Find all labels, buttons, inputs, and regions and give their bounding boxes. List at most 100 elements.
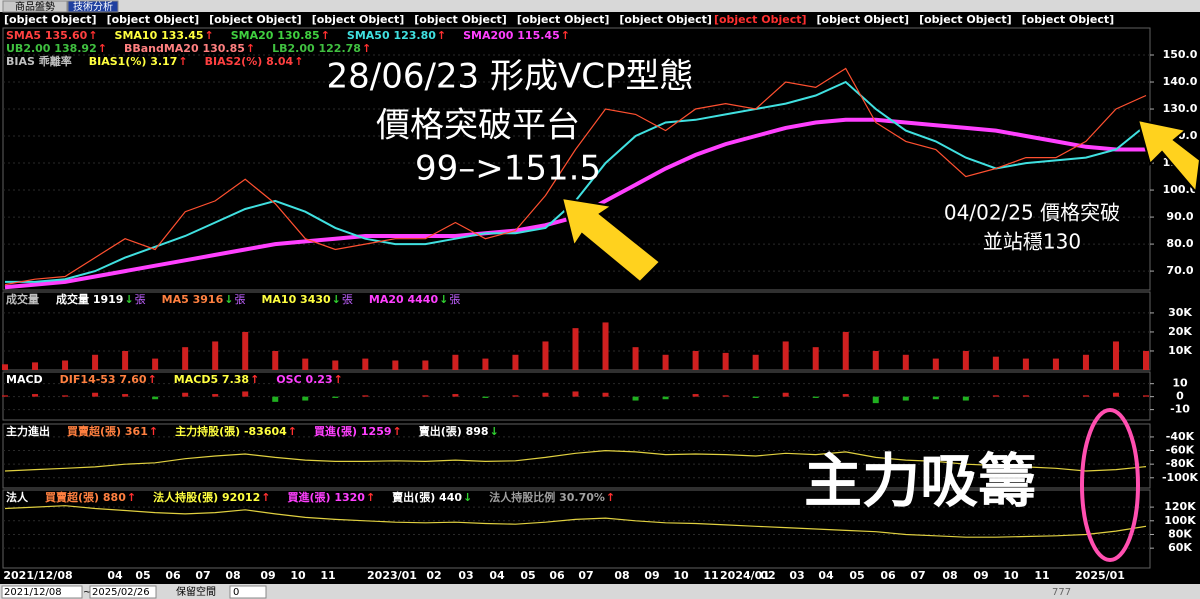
legend-arrow: ↑ [321, 29, 330, 42]
y-tick-label: 90.0 [1166, 210, 1193, 223]
x-tick-label: 11 [703, 569, 718, 582]
arrow [560, 196, 662, 284]
y-tick-label: -60K [1166, 444, 1195, 457]
bar [992, 395, 999, 397]
bar [842, 394, 849, 397]
legend-text: LB2.00 122.78 [272, 42, 361, 55]
y-tick-label: 130.0 [1163, 102, 1198, 115]
legend-arrow: ↑ [261, 491, 270, 504]
bar [92, 392, 99, 397]
bar [1143, 350, 1149, 370]
x-tick-label: 04 [489, 569, 505, 582]
tab[interactable] [2, 0, 68, 13]
legend-text: BIAS1(%) 3.17 [89, 55, 178, 68]
legend-arrow: ↓ [224, 293, 233, 306]
y-tick-label: 0 [1176, 390, 1184, 403]
legend-arrow: ↓ [490, 425, 499, 438]
x-tick-label: 10 [673, 569, 689, 582]
bar [872, 350, 879, 370]
bar [362, 395, 369, 397]
bar [962, 350, 969, 370]
y-tick-label: 100.0 [1163, 183, 1198, 196]
x-tick-label: 05 [849, 569, 864, 582]
bar [32, 394, 39, 397]
legend-text: MA10 3430 [261, 293, 331, 306]
y-tick-label: 20K [1168, 325, 1192, 338]
legend-text: SMA5 135.60 [6, 29, 88, 42]
legend-text: 主力持股(張) -83604 [175, 424, 287, 438]
bar [152, 396, 159, 400]
bar [482, 396, 489, 398]
header-text: [object Object] [107, 13, 200, 26]
legend-arrow: ↑ [250, 373, 259, 386]
legend-unit: 張 [449, 293, 460, 306]
y-tick-label: -10 [1170, 403, 1190, 416]
legend-text: MACD5 7.38 [174, 373, 249, 386]
legend-arrow: ↑ [294, 55, 303, 68]
footer-text: ~ [83, 587, 91, 598]
legend-text: 主力進出 [6, 424, 50, 438]
x-tick-label: 2024/01 [720, 569, 770, 582]
bar [512, 395, 519, 397]
series-line [4, 449, 1147, 472]
legend-arrow: ↑ [561, 29, 570, 42]
legend-text: 成交量 1919 [56, 292, 123, 306]
x-tick-label: 02 [760, 569, 775, 582]
bar [1022, 358, 1029, 370]
bar [782, 392, 789, 397]
y-tick-label: 70.0 [1166, 264, 1193, 277]
bar [542, 392, 549, 397]
legend-arrow: ↑ [149, 425, 158, 438]
bar [152, 358, 159, 370]
y-tick-label: 60K [1168, 541, 1192, 554]
header-text: [object Object] [1022, 13, 1115, 26]
tab-label[interactable]: 商品盤勢 [15, 0, 55, 13]
x-tick-label: 08 [942, 569, 957, 582]
bar [242, 331, 249, 370]
x-tick-label: 04 [107, 569, 123, 582]
bar [932, 396, 939, 400]
legend-text: MA20 4440 [369, 293, 439, 306]
bar [242, 391, 249, 397]
annotation: 並站穩130 [983, 230, 1081, 254]
bar [512, 354, 519, 370]
tab-active[interactable] [67, 0, 119, 13]
legend-text: 法人持股(張) 92012 [153, 490, 260, 504]
bar [1052, 358, 1059, 370]
tab-bar [0, 0, 1200, 12]
legend-text: 法人 [6, 490, 29, 504]
series-line [4, 67, 1147, 286]
legend-arrow: ↑ [205, 29, 214, 42]
bar [722, 395, 729, 397]
x-tick-label: 08 [614, 569, 629, 582]
annotation: 主力吸籌 [804, 447, 1036, 515]
bar [1143, 395, 1149, 397]
bar [2, 395, 8, 397]
x-tick-label: 06 [165, 569, 181, 582]
x-tick-label: 09 [973, 569, 988, 582]
y-tick-label: -80K [1166, 457, 1195, 470]
tab-label[interactable]: 技術分析 [73, 0, 113, 13]
legend-text: SMA50 123.80 [347, 29, 436, 42]
bar [992, 356, 999, 370]
bar [212, 394, 219, 397]
bar [332, 360, 339, 370]
bar [1082, 395, 1089, 397]
header-text: [object Object] [919, 13, 1012, 26]
legend-arrow: ↑ [288, 425, 297, 438]
bar [122, 350, 129, 370]
bar [272, 350, 279, 370]
header-text: [object Object] [4, 13, 97, 26]
legend-text: 成交量 [6, 292, 39, 306]
x-tick-label: 2023/01 [367, 569, 417, 582]
bar [1112, 341, 1119, 370]
legend-text: 買進(張) 1320 [287, 490, 365, 504]
panels: [object Object] [object Object] [object Ob… [2, 13, 1198, 582]
legend-text: 法人持股比例 30.70% [489, 490, 605, 504]
annotation: 04/02/25 價格突破 [944, 201, 1120, 225]
legend-text: SMA200 115.45 [463, 29, 560, 42]
bar [662, 396, 669, 400]
y-tick-label: 140.0 [1163, 75, 1198, 88]
bar [62, 360, 69, 370]
bar [722, 352, 729, 370]
